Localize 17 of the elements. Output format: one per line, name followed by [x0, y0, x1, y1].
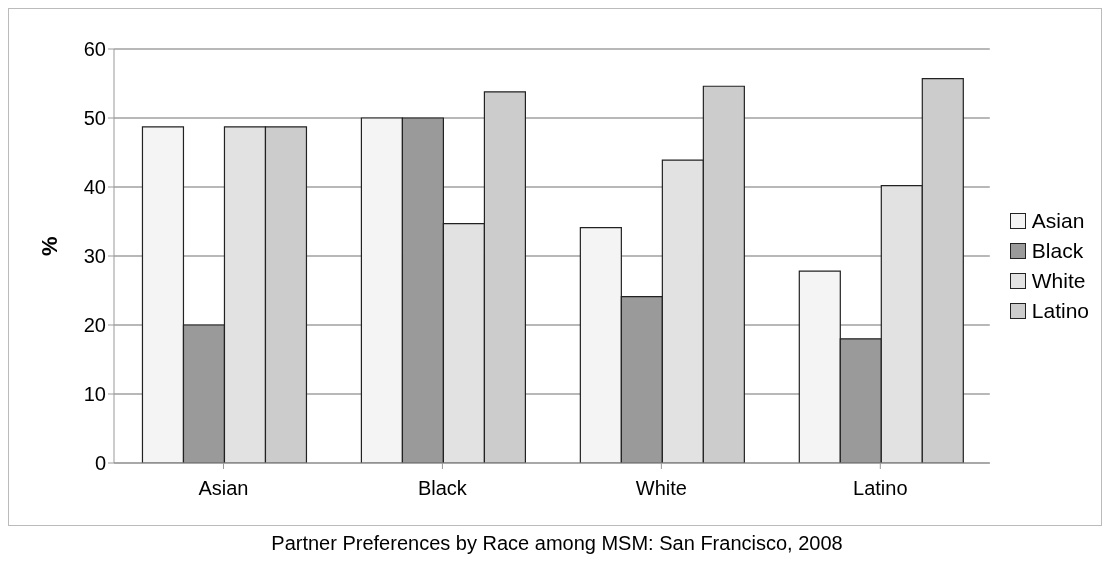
- x-tick-label: Black: [417, 477, 468, 500]
- text: Partner Preferences by Race among MSM: San Francisco, 2008: [270, 532, 844, 555]
- y-tick-label: 40: [83, 176, 106, 199]
- legend-label: White: [1031, 269, 1086, 293]
- x-tick-label: Latino: [853, 477, 908, 500]
- x-tick-label: Asian: [198, 477, 249, 500]
- y-tick-label: 60: [83, 38, 106, 61]
- y-tick-label: 50: [83, 107, 106, 130]
- y-tick-label: 10: [83, 383, 106, 406]
- y-tick-label: 30: [83, 245, 106, 268]
- y-tick-label: 20: [83, 314, 106, 337]
- legend-label: Latino: [1031, 299, 1089, 323]
- y-tick-label: 0: [94, 452, 106, 475]
- x-tick-label: White: [635, 477, 687, 500]
- legend-label: Asian: [1031, 209, 1085, 233]
- legend-label: Black: [1031, 239, 1084, 263]
- y-axis-title: %: [36, 236, 62, 256]
